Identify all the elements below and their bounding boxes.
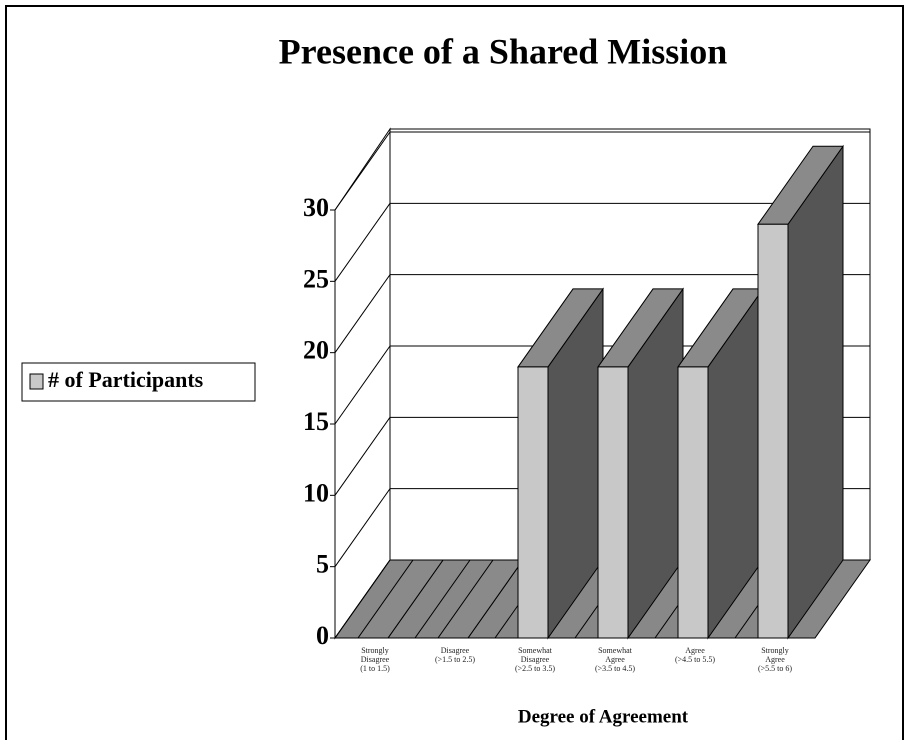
bar-side	[787, 144, 844, 640]
y-tick-label: 30	[303, 193, 329, 222]
bar	[597, 287, 684, 640]
bar-front	[597, 366, 629, 639]
x-tick-label: Strongly Disagree (1 to 1.5)	[360, 646, 390, 673]
legend-label: # of Participants	[48, 367, 204, 392]
grid-line	[334, 345, 391, 425]
bar-top	[357, 559, 444, 639]
x-tick-label: Strongly Agree (>5.5 to 6)	[757, 646, 793, 673]
y-tick-label: 10	[303, 478, 329, 507]
grid-line	[334, 131, 391, 211]
grid-line	[334, 203, 391, 282]
grid-line	[334, 274, 391, 353]
x-axis-label: Degree of Agreement	[518, 706, 689, 727]
legend-swatch	[29, 373, 44, 390]
y-tick-label: 20	[303, 336, 329, 365]
floor-divider	[414, 559, 471, 639]
bar	[677, 287, 764, 640]
y-tick-label: 15	[303, 407, 329, 436]
y-tick-label: 25	[303, 264, 329, 293]
grid-line	[334, 559, 391, 639]
frame	[5, 5, 904, 740]
grid-line	[334, 417, 391, 496]
bar-front	[677, 366, 709, 639]
bar-front	[757, 223, 789, 639]
x-tick-label: Disagree (>1.5 to 2.5)	[434, 646, 476, 664]
y-tick-label: 5	[316, 550, 329, 579]
y-tick-label: 0	[316, 621, 329, 650]
bar-front	[517, 366, 549, 639]
bar	[357, 559, 444, 639]
x-tick-label: Somewhat Disagree (>2.5 to 3.5)	[514, 646, 556, 673]
x-tick-label: Agree (>4.5 to 5.5)	[674, 646, 716, 664]
x-tick-label: Somewhat Agree (>3.5 to 4.5)	[594, 646, 636, 673]
chart-title: Presence of a Shared Mission	[279, 31, 728, 71]
grid-line	[334, 488, 391, 567]
bar	[757, 144, 844, 640]
legend-box	[21, 362, 256, 402]
side-wall	[334, 127, 391, 640]
